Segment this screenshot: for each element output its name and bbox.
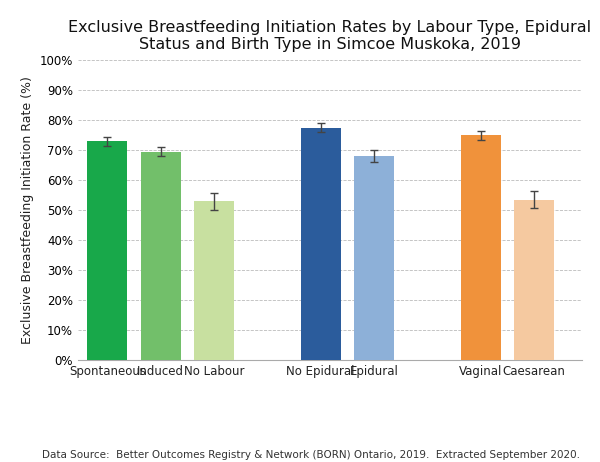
Text: Data Source:  Better Outcomes Registry & Network (BORN) Ontario, 2019.  Extracte: Data Source: Better Outcomes Registry & …: [42, 450, 580, 460]
Y-axis label: Exclusive Breastfeeding Initiation Rate (%): Exclusive Breastfeeding Initiation Rate …: [21, 76, 34, 344]
Bar: [301, 128, 341, 360]
Title: Exclusive Breastfeeding Initiation Rates by Labour Type, Epidural
Status and Bir: Exclusive Breastfeeding Initiation Rates…: [68, 19, 592, 52]
Bar: [461, 135, 500, 360]
Bar: [88, 141, 127, 360]
Bar: [140, 152, 181, 360]
Bar: [194, 201, 234, 360]
Bar: [354, 156, 394, 360]
Bar: [514, 200, 554, 360]
